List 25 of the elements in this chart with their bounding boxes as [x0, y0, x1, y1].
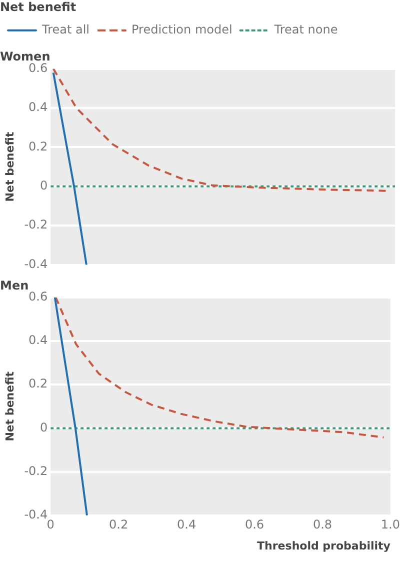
legend-label: Treat none: [273, 22, 338, 37]
y-tick-label: 0: [40, 178, 48, 193]
legend-label: Treat all: [41, 22, 90, 37]
line-series: [54, 297, 385, 438]
y-tick-label: -0.2: [24, 218, 48, 232]
legend-title: Net benefit: [0, 0, 76, 14]
x-tick-label: 1.0: [380, 518, 400, 532]
y-tick-label: 0.6: [28, 290, 48, 304]
y-tick-label: 0.2: [28, 139, 48, 154]
x-tick-label: 0.4: [177, 518, 196, 532]
x-tick-label: 0.6: [244, 518, 264, 532]
y-tick-label: 0.4: [28, 333, 48, 348]
y-tick-label: 0.4: [28, 100, 48, 114]
y-tick-label: -0.4: [24, 508, 48, 522]
y-axis-title: Net benefit: [3, 132, 16, 202]
x-axis-title: Threshold probability: [257, 539, 390, 552]
x-tick-label: 0.2: [109, 518, 128, 532]
x-tick-label: 0.8: [312, 518, 332, 532]
legend-label: Prediction model: [132, 22, 232, 37]
y-tick-label: 0: [40, 420, 48, 434]
y-tick-label: -0.2: [24, 464, 48, 478]
chart-title: Men: [0, 278, 29, 292]
y-tick-label: 0.2: [28, 376, 48, 391]
y-axis-title: Net benefit: [3, 372, 16, 442]
y-tick-label: -0.4: [24, 256, 48, 271]
